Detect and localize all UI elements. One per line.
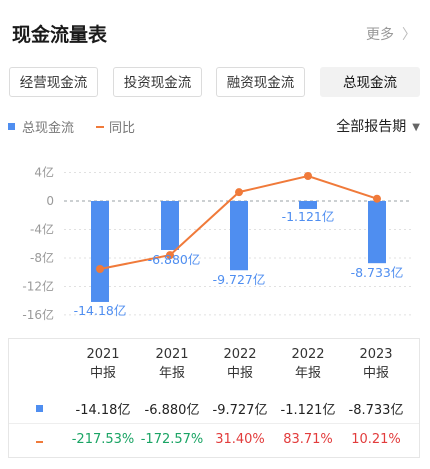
bar-value-label: -9.727亿 [213, 272, 266, 287]
total-cashflow-cell: -6.880亿 [144, 403, 200, 418]
row-divider [9, 423, 419, 424]
column-year: 2021 [155, 347, 189, 362]
yoy-point [304, 172, 312, 180]
bar-value-label: -6.880亿 [148, 252, 201, 267]
y-tick-label: 0 [46, 194, 54, 208]
table-column-header: 2022 中报 [206, 345, 274, 383]
card-header: 现金流量表 更多〉 [0, 0, 430, 62]
bar-value-label: -8.733亿 [351, 265, 404, 280]
table-column-header: 2022 年报 [274, 345, 342, 383]
total-cashflow-cell: -9.727亿 [212, 403, 268, 418]
column-year: 2021 [86, 347, 120, 362]
bar [161, 201, 179, 250]
chart-legend-row: 总现金流 同比 全部报告期 ▼ [8, 116, 422, 138]
column-period: 年报 [294, 366, 321, 381]
total-cashflow-cell: -14.18亿 [75, 403, 131, 418]
line-legend-swatch-icon [96, 126, 104, 128]
legend-line-label: 同比 [109, 121, 136, 136]
column-period: 中报 [226, 366, 253, 381]
period-dropdown[interactable]: 全部报告期 ▼ [336, 116, 420, 136]
triangle-down-icon: ▼ [412, 122, 420, 133]
tab-investing-cashflow[interactable]: 投资现金流 [113, 67, 202, 97]
yoy-point [235, 188, 243, 197]
y-tick-label: -4亿 [30, 221, 54, 236]
bar [91, 201, 109, 302]
y-tick-label: -16亿 [22, 307, 54, 322]
cashflow-tabs: 经营现金流 投资现金流 融资现金流 总现金流 [9, 67, 421, 99]
yoy-cell: -217.53% [71, 432, 135, 447]
yoy-cell: 83.71% [283, 432, 333, 447]
y-tick-label: -8亿 [30, 250, 54, 265]
column-period: 年报 [158, 366, 185, 381]
column-period: 中报 [362, 366, 389, 381]
bar [368, 201, 386, 264]
page-title: 现金流量表 [12, 24, 108, 46]
line-series-icon [36, 441, 43, 443]
tab-operating-cashflow[interactable]: 经营现金流 [9, 67, 98, 97]
column-year: 2022 [223, 347, 257, 362]
yoy-point [96, 265, 104, 273]
bar [299, 201, 317, 209]
bar [230, 201, 248, 271]
yoy-cell: 10.21% [351, 432, 401, 447]
y-tick-label: -12亿 [22, 278, 54, 293]
chevron-right-icon: 〉 [402, 27, 416, 43]
tab-financing-cashflow[interactable]: 融资现金流 [216, 67, 305, 97]
legend-bar-label: 总现金流 [22, 121, 75, 136]
yoy-cell: 31.40% [215, 432, 265, 447]
table-column-header: 2021 中报 [69, 345, 137, 383]
more-label: 更多 [366, 27, 394, 43]
total-cashflow-cell: -1.121亿 [280, 403, 336, 418]
data-table: 2021 中报 2021 年报 2022 中报 2022 年报 2023 中报 -14.18亿 -6… [8, 338, 420, 458]
bar-value-label: -14.18亿 [74, 303, 127, 318]
more-link[interactable]: 更多〉 [366, 24, 416, 44]
period-dropdown-label: 全部报告期 [336, 119, 407, 135]
column-year: 2022 [291, 347, 325, 362]
table-column-header: 2021 年报 [138, 345, 206, 383]
total-cashflow-cell: -8.733亿 [348, 403, 404, 418]
yoy-point [373, 194, 381, 203]
bar-value-label: -1.121亿 [282, 209, 335, 224]
column-year: 2023 [359, 347, 393, 362]
bar-legend-swatch-icon [8, 123, 15, 130]
column-period: 中报 [89, 366, 116, 381]
yoy-cell: -172.57% [140, 432, 204, 447]
tab-total-cashflow[interactable]: 总现金流 [320, 67, 420, 97]
table-row-total-cashflow: -14.18亿 -6.880亿 -9.727亿 -1.121亿 -8.733亿 [9, 393, 419, 423]
table-row-yoy: -217.53% -172.57% 31.40% 83.71% 10.21% [9, 426, 419, 456]
y-tick-label: 4亿 [34, 165, 54, 180]
table-column-header: 2023 中报 [342, 345, 410, 383]
bar-series-icon [36, 405, 43, 412]
cashflow-chart: 4亿 0 -4亿 -8亿 -12亿 -16亿 -14.18亿 -6.880亿 -9.727亿 -1… [22, 165, 412, 322]
yoy-point [166, 251, 174, 260]
